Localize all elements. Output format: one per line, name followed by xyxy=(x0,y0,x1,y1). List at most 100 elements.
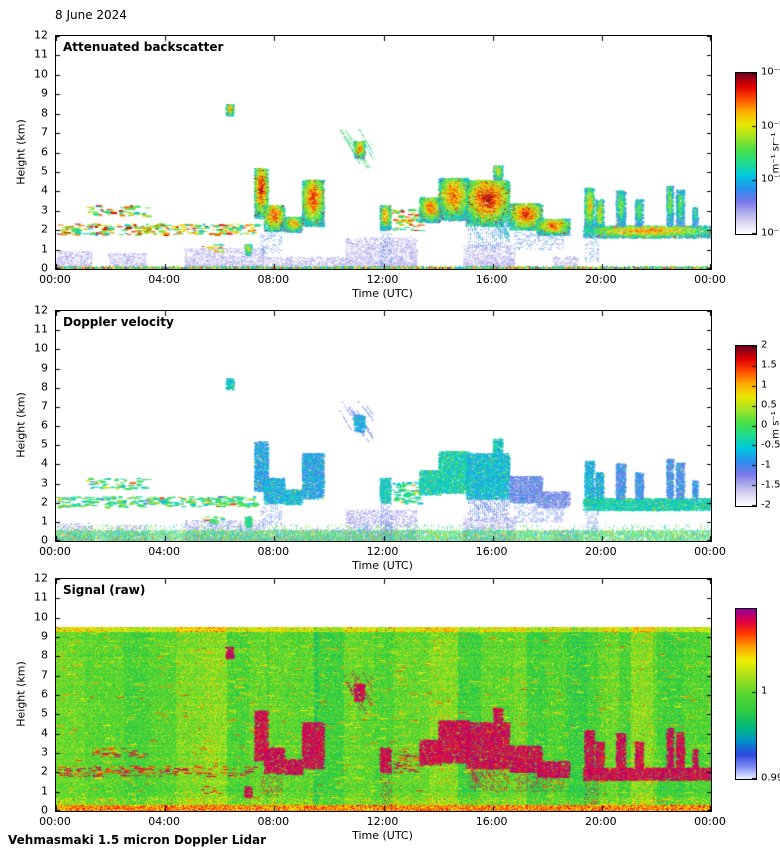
y-tick-label: 2 xyxy=(41,495,48,509)
y-tick-label: 10 xyxy=(34,67,48,81)
y-tick-label: 10 xyxy=(34,341,48,355)
colorbar-tick-label: 10⁻⁴ xyxy=(761,66,780,78)
y-tick-label: 3 xyxy=(41,203,48,217)
x-tick-label: 12:00 xyxy=(366,545,399,558)
colorbar-tick-label: 1 xyxy=(761,379,768,391)
y-tick-label: 1 xyxy=(41,784,48,798)
y-tick-label: 3 xyxy=(41,476,48,489)
y-tick-label: 10 xyxy=(34,610,48,624)
x-tick-label: 00:00 xyxy=(694,273,726,286)
colorbar-tick-label: 10⁻⁷ xyxy=(761,227,780,239)
y-tick-label: 6 xyxy=(41,145,48,158)
y-tick-label: 4 xyxy=(41,183,48,197)
y-tick-label: 2 xyxy=(41,764,48,778)
attenuated-backscatter-title: Attenuated backscatter xyxy=(63,40,224,54)
y-tick-label: 1 xyxy=(41,242,48,256)
y-tick-label: 11 xyxy=(34,47,48,61)
y-tick-label: 8 xyxy=(41,106,48,120)
colorbar-tick-label: 0.99 xyxy=(761,772,780,784)
instrument-label: Vehmasmaki 1.5 micron Doppler Lidar xyxy=(8,833,267,847)
y-tick-label: 7 xyxy=(41,668,48,682)
x-axis-title: Time (UTC) xyxy=(352,559,413,572)
x-tick-label: 00:00 xyxy=(39,273,71,286)
y-tick-label: 5 xyxy=(41,437,48,451)
colorbar-tick-label: 0 xyxy=(761,419,768,431)
colorbar-tick-label: 2 xyxy=(761,339,768,351)
y-tick-label: 7 xyxy=(41,399,48,413)
x-tick-label: 16:00 xyxy=(475,545,508,558)
y-tick-label: 9 xyxy=(41,86,48,100)
colorbar-tick-label: -0.5 xyxy=(761,439,780,451)
x-tick-label: 08:00 xyxy=(257,545,290,558)
y-tick-label: 4 xyxy=(41,456,48,470)
x-axis-title: Time (UTC) xyxy=(352,287,413,300)
velocity-colorbar xyxy=(735,345,757,507)
y-tick-label: 12 xyxy=(34,28,48,42)
y-axis-title: Height (km) xyxy=(14,661,28,727)
signal-raw-panel: Signal (raw) xyxy=(55,578,712,812)
colorbar-tick-label: -1.5 xyxy=(761,479,780,491)
x-tick-label: 00:00 xyxy=(694,815,726,828)
x-tick-label: 20:00 xyxy=(584,273,617,286)
y-axis-title: Height (km) xyxy=(14,392,28,458)
y-tick-label: 7 xyxy=(41,125,48,139)
y-tick-label: 6 xyxy=(41,687,48,701)
doppler-velocity-heatmap xyxy=(56,311,711,541)
y-tick-label: 6 xyxy=(41,418,48,432)
x-tick-label: 00:00 xyxy=(39,545,71,558)
attenuated-backscatter-panel: Attenuated backscatter xyxy=(55,35,712,270)
date-label: 8 June 2024 xyxy=(55,8,127,22)
x-tick-label: 12:00 xyxy=(366,273,399,286)
y-tick-label: 9 xyxy=(41,629,48,643)
y-tick-label: 0 xyxy=(41,261,48,275)
x-tick-label: 04:00 xyxy=(148,273,181,286)
y-tick-label: 1 xyxy=(41,514,48,528)
doppler-velocity-panel: Doppler velocity xyxy=(55,310,712,542)
y-tick-label: 12 xyxy=(34,303,48,317)
x-axis-title: Time (UTC) xyxy=(352,829,413,842)
x-tick-label: 08:00 xyxy=(257,815,290,828)
y-tick-label: 12 xyxy=(34,571,48,585)
colorbar-tick-label: -2 xyxy=(761,499,771,511)
x-tick-label: 20:00 xyxy=(584,815,617,828)
colorbar-units-label: m⁻¹ sr⁻¹ xyxy=(770,132,780,173)
attenuated-backscatter-heatmap xyxy=(56,36,711,269)
doppler-velocity-title: Doppler velocity xyxy=(63,315,174,329)
colorbar-tick-label: 1.5 xyxy=(761,359,777,371)
x-tick-label: 16:00 xyxy=(475,815,508,828)
signal-raw-heatmap xyxy=(56,579,711,811)
colorbar-tick-label: -1 xyxy=(761,459,771,471)
y-tick-label: 4 xyxy=(41,726,48,740)
y-tick-label: 8 xyxy=(41,380,48,394)
y-tick-label: 5 xyxy=(41,706,48,720)
x-tick-label: 08:00 xyxy=(257,273,290,286)
colorbar-tick-label: 10⁻⁵ xyxy=(761,120,780,132)
colorbar-tick-label: 1 xyxy=(761,685,768,697)
y-tick-label: 9 xyxy=(41,361,48,374)
x-tick-label: 12:00 xyxy=(366,815,399,828)
y-tick-label: 11 xyxy=(34,322,48,336)
x-tick-label: 16:00 xyxy=(475,273,508,286)
y-tick-label: 3 xyxy=(41,745,48,759)
x-tick-label: 00:00 xyxy=(694,545,726,558)
backscatter-colorbar xyxy=(735,72,757,235)
y-tick-label: 0 xyxy=(41,803,48,817)
y-axis-title: Height (km) xyxy=(14,118,28,185)
x-tick-label: 20:00 xyxy=(584,545,617,558)
x-tick-label: 00:00 xyxy=(39,815,71,828)
signal-colorbar-gradient xyxy=(736,609,756,779)
colorbar-tick-label: 0.5 xyxy=(761,399,777,411)
velocity-colorbar-gradient xyxy=(736,346,756,506)
signal-raw-title: Signal (raw) xyxy=(63,583,146,597)
x-tick-label: 04:00 xyxy=(148,815,181,828)
y-tick-label: 2 xyxy=(41,222,48,236)
y-tick-label: 5 xyxy=(41,164,48,178)
colorbar-tick-label: 10⁻⁶ xyxy=(761,173,780,185)
y-tick-label: 8 xyxy=(41,648,48,662)
y-tick-label: 11 xyxy=(34,590,48,604)
x-tick-label: 04:00 xyxy=(148,545,181,558)
signal-colorbar xyxy=(735,608,757,780)
backscatter-colorbar-gradient xyxy=(736,73,756,234)
y-tick-label: 0 xyxy=(41,533,48,547)
